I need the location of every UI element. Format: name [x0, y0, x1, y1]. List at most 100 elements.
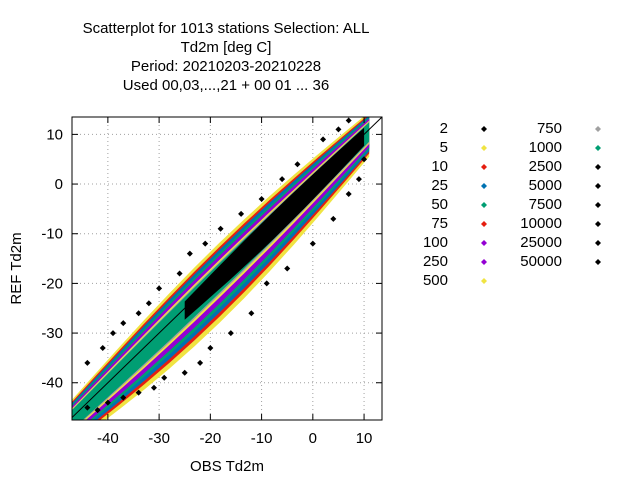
y-tick-label: -10: [41, 226, 63, 243]
y-tick-label: -40: [41, 375, 63, 392]
data-point: [120, 394, 127, 401]
x-tick-label: -30: [148, 430, 170, 447]
y-tick-label: -30: [41, 325, 63, 342]
data-point: [145, 300, 152, 307]
x-axis-label: OBS Td2m: [190, 458, 264, 475]
data-point: [284, 265, 291, 272]
legend-marker: [595, 126, 601, 132]
legend-entry: 10000: [520, 215, 601, 232]
legend-entry: 100: [423, 234, 487, 251]
data-point: [227, 330, 234, 337]
data-point: [361, 156, 368, 163]
legend-label: 2500: [529, 158, 562, 175]
y-tick-label: 0: [55, 176, 63, 193]
legend-marker: [481, 126, 487, 132]
data-point: [94, 407, 101, 414]
legend-marker: [481, 278, 487, 284]
data-point: [120, 320, 127, 327]
legend-label: 750: [537, 120, 562, 137]
legend-marker: [595, 240, 601, 246]
legend-label: 5: [440, 139, 448, 156]
legend-entry: 250: [423, 253, 487, 270]
legend-marker: [595, 183, 601, 189]
legend-label: 5000: [529, 177, 562, 194]
legend-entry: 1000: [529, 139, 601, 156]
legend-entry: 5000: [529, 177, 601, 194]
data-point: [207, 344, 214, 351]
data-point: [320, 136, 327, 143]
data-point: [263, 280, 270, 287]
legend-entry: 5: [440, 139, 487, 156]
legend-marker: [595, 202, 601, 208]
chart-subtitle: Period: 20210203-20210228: [131, 58, 321, 75]
data-point: [150, 384, 157, 391]
identity-line: [72, 117, 382, 418]
data-point: [186, 250, 193, 257]
legend-marker: [481, 183, 487, 189]
x-tick-label: -10: [251, 430, 273, 447]
data-point: [248, 310, 255, 317]
y-axis-label: REF Td2m: [8, 232, 25, 304]
legend-label: 7500: [529, 196, 562, 213]
legend-label: 25000: [520, 234, 562, 251]
density-band-9: [184, 127, 365, 320]
data-point: [84, 404, 91, 411]
legend-label: 10000: [520, 215, 562, 232]
outlier-points: [84, 117, 368, 414]
legend-entry: 2500: [529, 158, 601, 175]
data-point: [345, 117, 352, 124]
data-point: [84, 359, 91, 366]
legend-label: 100: [423, 234, 448, 251]
legend-marker: [481, 145, 487, 151]
legend-marker: [595, 259, 601, 265]
chart-title-block: Scatterplot for 1013 stations Selection:…: [83, 20, 370, 94]
data-point: [345, 190, 352, 197]
plot-frame: [71, 116, 383, 421]
data-point: [109, 330, 116, 337]
density-bands: [72, 117, 370, 420]
chart-subtitle: Used 00,03,...,21 + 00 01 ... 36: [123, 77, 329, 94]
data-point: [135, 389, 142, 396]
legend-entry: 50000: [520, 253, 601, 270]
legend-label: 250: [423, 253, 448, 270]
data-point: [202, 240, 209, 247]
legend-label: 75: [431, 215, 448, 232]
legend: 2510255075100250500750100025005000750010…: [423, 120, 601, 289]
data-point: [176, 270, 183, 277]
legend-entry: 2: [440, 120, 487, 137]
legend-label: 50: [431, 196, 448, 213]
legend-label: 25: [431, 177, 448, 194]
data-point: [258, 195, 265, 202]
legend-entry: 500: [423, 272, 487, 289]
legend-entry: 75: [431, 215, 487, 232]
data-point: [135, 310, 142, 317]
axes: -40 -30 -20 -10 0 10 -40 -30 -20 -10 0 10 OBS Td2m RE…: [8, 116, 383, 475]
legend-marker: [595, 164, 601, 170]
data-point: [217, 225, 224, 232]
data-point: [279, 176, 286, 183]
legend-label: 2: [440, 120, 448, 137]
legend-label: 50000: [520, 253, 562, 270]
legend-label: 10: [431, 158, 448, 175]
data-point: [294, 161, 301, 168]
legend-marker: [481, 240, 487, 246]
plot-area: [72, 117, 382, 420]
data-point: [309, 240, 316, 247]
legend-label: 1000: [529, 139, 562, 156]
legend-marker: [595, 221, 601, 227]
legend-entry: 50: [431, 196, 487, 213]
legend-marker: [481, 259, 487, 265]
legend-entry: 25000: [520, 234, 601, 251]
data-point: [238, 210, 245, 217]
legend-entry: 7500: [529, 196, 601, 213]
x-tick-label: 10: [356, 430, 373, 447]
legend-label: 500: [423, 272, 448, 289]
data-point: [99, 344, 106, 351]
chart-title: Scatterplot for 1013 stations Selection:…: [83, 20, 370, 37]
legend-marker: [481, 164, 487, 170]
chart-subtitle: Td2m [deg C]: [181, 39, 272, 56]
data-point: [181, 369, 188, 376]
legend-marker: [481, 221, 487, 227]
legend-entry: 10: [431, 158, 487, 175]
